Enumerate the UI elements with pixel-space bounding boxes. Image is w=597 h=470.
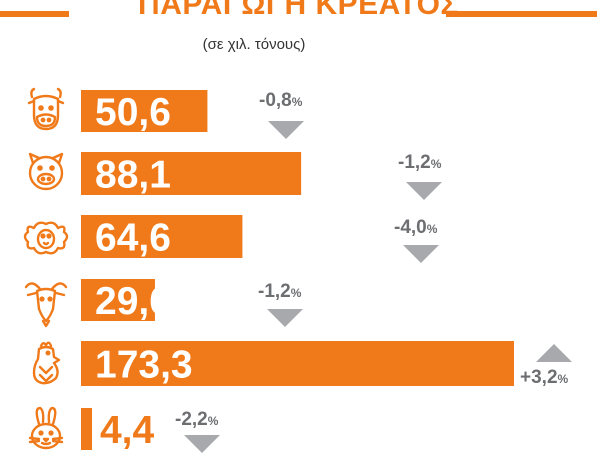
change-unit: % — [558, 372, 569, 386]
title-rule-left — [0, 11, 69, 17]
change-unit: % — [208, 414, 219, 428]
bar — [81, 215, 243, 258]
cow-icon-part — [48, 105, 54, 111]
change-value: -1,2 — [398, 152, 431, 173]
change-label: -1,2% — [398, 152, 442, 173]
pig-icon-part — [28, 152, 64, 165]
goat-icon — [24, 282, 68, 328]
value-label: 173,3 — [95, 344, 193, 387]
bar — [81, 279, 155, 321]
change-value: -2,2 — [175, 409, 208, 430]
bar — [81, 90, 208, 132]
pig-icon-part — [49, 165, 55, 171]
change-label: -1,2% — [258, 281, 302, 302]
pig-icon — [28, 152, 64, 191]
chart-subtitle: (σε χιλ. τόνους) — [202, 36, 306, 53]
pig-icon-part — [28, 155, 64, 191]
goat-icon-part — [41, 319, 51, 328]
sheep-icon-part — [23, 221, 69, 255]
chicken-icon-part — [39, 341, 53, 348]
pig-icon-part — [36, 172, 56, 186]
pig-icon-part — [37, 165, 43, 171]
sheep-icon — [23, 221, 69, 255]
cow-icon-part — [35, 113, 57, 128]
change-unit: % — [292, 95, 303, 109]
rabbit-icon — [28, 406, 64, 450]
chart-title: ΠΑΡΑΓΩΓΗ ΚΡΕΑΤΟΣ — [138, 0, 459, 21]
cow-icon-part — [38, 105, 44, 111]
cow-icon-part — [46, 117, 52, 123]
down-arrow-icon — [184, 435, 220, 453]
goat-icon-part — [24, 282, 68, 291]
value-label: 50,6 — [95, 91, 171, 134]
title-rule-right — [446, 11, 597, 17]
rabbit-icon-part — [30, 422, 62, 450]
goat-icon-part — [35, 287, 57, 323]
value-label: 64,6 — [95, 217, 171, 260]
chicken-icon-part — [45, 350, 51, 356]
down-arrow-icon — [403, 245, 439, 263]
cow-icon — [27, 87, 65, 131]
chicken-icon-part — [32, 345, 61, 385]
up-arrow-icon — [536, 344, 572, 362]
change-value: +3,2 — [520, 367, 558, 388]
rabbit-icon-part — [48, 430, 54, 436]
change-unit: % — [431, 157, 442, 171]
cow-icon-part — [32, 94, 60, 131]
rabbit-icon-part — [38, 430, 44, 436]
value-label: 4,4 — [100, 409, 155, 452]
sheep-icon-part — [36, 228, 56, 250]
rabbit-icon-part — [35, 406, 57, 426]
chicken-icon — [32, 341, 61, 385]
sheep-icon-part — [46, 233, 52, 239]
sheep-icon-part — [42, 241, 50, 246]
change-label: -2,2% — [175, 409, 219, 430]
down-arrow-icon — [268, 121, 304, 139]
value-label: 88,1 — [95, 154, 171, 197]
bar — [81, 341, 514, 386]
change-label: -0,8% — [259, 90, 303, 111]
goat-icon-part — [39, 296, 45, 302]
bar — [81, 408, 92, 450]
change-value: -0,8 — [259, 90, 292, 111]
down-arrow-icon — [406, 182, 442, 200]
down-arrow-icon — [267, 309, 303, 327]
chicken-icon-part — [38, 365, 54, 383]
goat-icon-part — [47, 296, 53, 302]
cow-icon-part — [30, 87, 62, 99]
bar — [81, 152, 302, 195]
change-unit: % — [427, 222, 438, 236]
change-label: +3,2% — [520, 367, 569, 388]
change-unit: % — [291, 286, 302, 300]
sheep-icon-part — [40, 233, 46, 239]
goat-icon-part — [26, 291, 66, 297]
rabbit-icon-part — [28, 436, 64, 446]
pig-icon-part — [46, 176, 52, 182]
change-label: -4,0% — [394, 217, 438, 238]
change-value: -4,0 — [394, 217, 427, 238]
pig-icon-part — [40, 176, 46, 182]
cow-icon-part — [40, 117, 46, 123]
change-value: -1,2 — [258, 281, 291, 302]
value-label: 29,6 — [95, 280, 171, 323]
